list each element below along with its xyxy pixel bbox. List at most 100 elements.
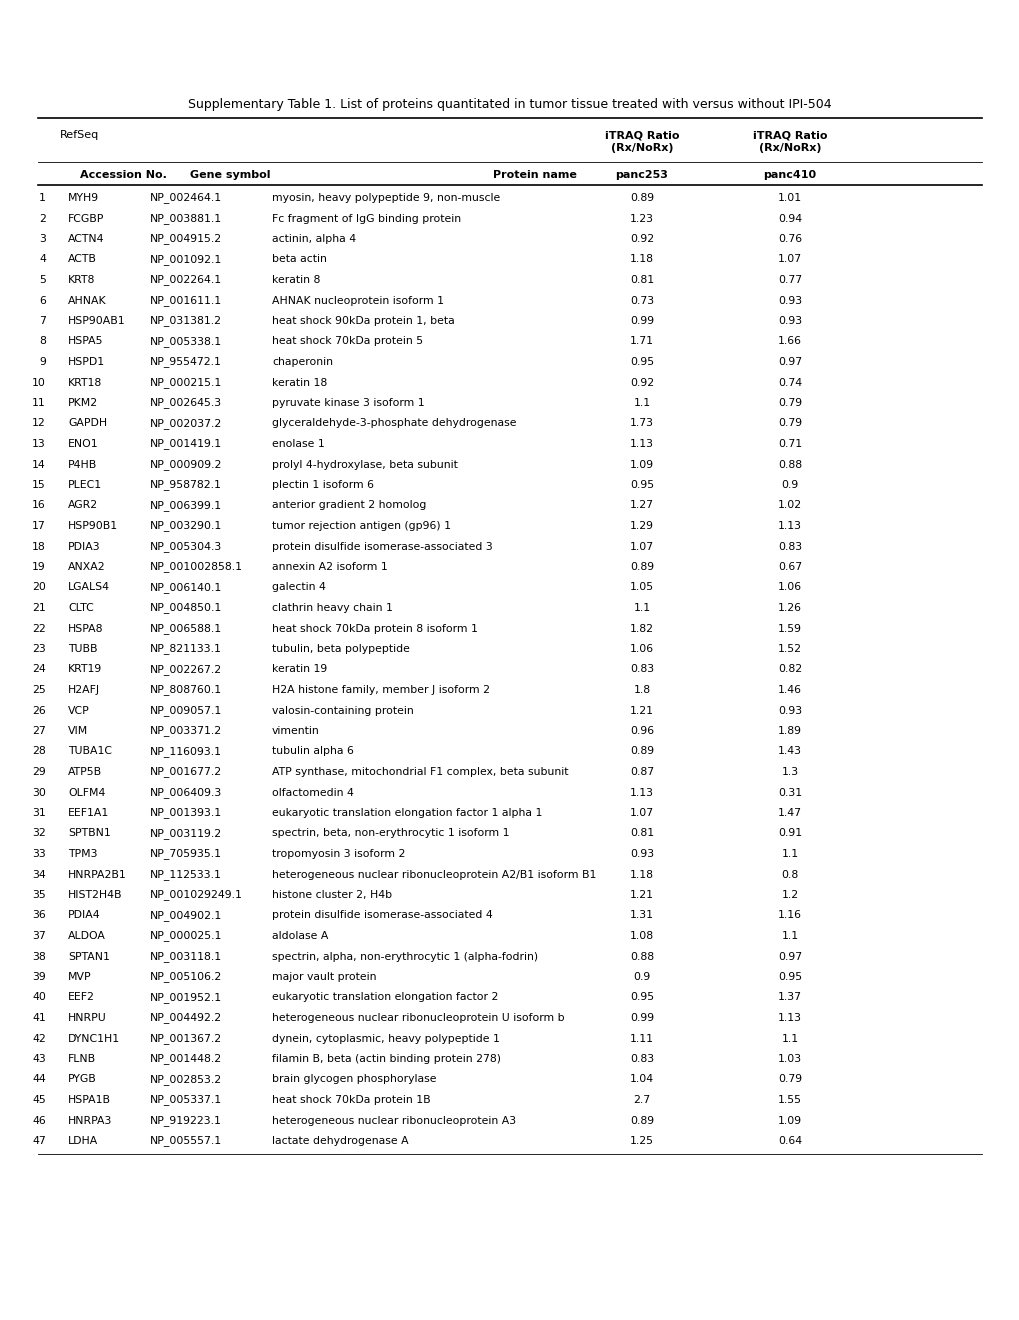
Text: NP_005106.2: NP_005106.2 (150, 972, 222, 982)
Text: galectin 4: galectin 4 (272, 582, 325, 593)
Text: NP_005304.3: NP_005304.3 (150, 541, 222, 552)
Text: 1.71: 1.71 (630, 337, 653, 346)
Text: 0.89: 0.89 (630, 747, 653, 756)
Text: 0.8: 0.8 (781, 870, 798, 879)
Text: 0.92: 0.92 (630, 234, 653, 244)
Text: 1.13: 1.13 (630, 788, 653, 797)
Text: 0.77: 0.77 (777, 275, 801, 285)
Text: 0.97: 0.97 (777, 356, 801, 367)
Text: 13: 13 (33, 440, 46, 449)
Text: panc253: panc253 (614, 170, 667, 180)
Text: NP_004915.2: NP_004915.2 (150, 234, 222, 244)
Text: tubulin alpha 6: tubulin alpha 6 (272, 747, 354, 756)
Text: 24: 24 (33, 664, 46, 675)
Text: ALDOA: ALDOA (68, 931, 106, 941)
Text: PDIA4: PDIA4 (68, 911, 101, 920)
Text: NP_000025.1: NP_000025.1 (150, 931, 222, 941)
Text: 21: 21 (33, 603, 46, 612)
Text: 1.27: 1.27 (630, 500, 653, 511)
Text: 1.11: 1.11 (630, 1034, 653, 1044)
Text: 0.9: 0.9 (633, 972, 650, 982)
Text: beta actin: beta actin (272, 255, 326, 264)
Text: 0.87: 0.87 (630, 767, 653, 777)
Text: 1.59: 1.59 (777, 623, 801, 634)
Text: 35: 35 (33, 890, 46, 900)
Text: KRT18: KRT18 (68, 378, 102, 388)
Text: HSP90B1: HSP90B1 (68, 521, 118, 531)
Text: Fc fragment of IgG binding protein: Fc fragment of IgG binding protein (272, 214, 461, 223)
Text: LDHA: LDHA (68, 1137, 98, 1146)
Text: NP_116093.1: NP_116093.1 (150, 746, 222, 756)
Text: clathrin heavy chain 1: clathrin heavy chain 1 (272, 603, 392, 612)
Text: 0.89: 0.89 (630, 562, 653, 572)
Text: heterogeneous nuclear ribonucleoprotein A2/B1 isoform B1: heterogeneous nuclear ribonucleoprotein … (272, 870, 596, 879)
Text: 1.73: 1.73 (630, 418, 653, 429)
Text: 0.81: 0.81 (630, 275, 653, 285)
Text: 0.89: 0.89 (630, 1115, 653, 1126)
Text: heat shock 70kDa protein 8 isoform 1: heat shock 70kDa protein 8 isoform 1 (272, 623, 478, 634)
Text: OLFM4: OLFM4 (68, 788, 105, 797)
Text: NP_958782.1: NP_958782.1 (150, 479, 222, 491)
Text: heat shock 70kDa protein 5: heat shock 70kDa protein 5 (272, 337, 423, 346)
Text: brain glycogen phosphorylase: brain glycogen phosphorylase (272, 1074, 436, 1085)
Text: LGALS4: LGALS4 (68, 582, 110, 593)
Text: 1.18: 1.18 (630, 255, 653, 264)
Text: histone cluster 2, H4b: histone cluster 2, H4b (272, 890, 391, 900)
Text: 0.93: 0.93 (630, 849, 653, 859)
Text: ACTB: ACTB (68, 255, 97, 264)
Text: NP_004850.1: NP_004850.1 (150, 602, 222, 614)
Text: KRT8: KRT8 (68, 275, 96, 285)
Text: tumor rejection antigen (gp96) 1: tumor rejection antigen (gp96) 1 (272, 521, 450, 531)
Text: heterogeneous nuclear ribonucleoprotein U isoform b: heterogeneous nuclear ribonucleoprotein … (272, 1012, 565, 1023)
Text: NP_006140.1: NP_006140.1 (150, 582, 222, 593)
Text: 1.21: 1.21 (630, 890, 653, 900)
Text: 1.1: 1.1 (633, 603, 650, 612)
Text: 18: 18 (33, 541, 46, 552)
Text: NP_002853.2: NP_002853.2 (150, 1074, 222, 1085)
Text: 1.89: 1.89 (777, 726, 801, 737)
Text: heat shock 70kDa protein 1B: heat shock 70kDa protein 1B (272, 1096, 430, 1105)
Text: 29: 29 (33, 767, 46, 777)
Text: PKM2: PKM2 (68, 399, 98, 408)
Text: spectrin, alpha, non-erythrocytic 1 (alpha-fodrin): spectrin, alpha, non-erythrocytic 1 (alp… (272, 952, 538, 961)
Text: chaperonin: chaperonin (272, 356, 332, 367)
Text: 28: 28 (33, 747, 46, 756)
Text: keratin 18: keratin 18 (272, 378, 327, 388)
Text: 0.79: 0.79 (777, 418, 801, 429)
Text: 27: 27 (33, 726, 46, 737)
Text: 1.82: 1.82 (630, 623, 653, 634)
Text: ANXA2: ANXA2 (68, 562, 106, 572)
Text: FCGBP: FCGBP (68, 214, 104, 223)
Text: NP_705935.1: NP_705935.1 (150, 849, 222, 859)
Text: 16: 16 (33, 500, 46, 511)
Text: NP_002264.1: NP_002264.1 (150, 275, 222, 285)
Text: 1.06: 1.06 (777, 582, 801, 593)
Text: 0.99: 0.99 (630, 315, 653, 326)
Text: 1.46: 1.46 (777, 685, 801, 696)
Text: eukaryotic translation elongation factor 2: eukaryotic translation elongation factor… (272, 993, 498, 1002)
Text: NP_031381.2: NP_031381.2 (150, 315, 222, 326)
Text: NP_919223.1: NP_919223.1 (150, 1115, 222, 1126)
Text: 33: 33 (33, 849, 46, 859)
Text: Protein name: Protein name (492, 170, 577, 180)
Text: 0.88: 0.88 (630, 952, 653, 961)
Text: 17: 17 (33, 521, 46, 531)
Text: NP_808760.1: NP_808760.1 (150, 685, 222, 696)
Text: NP_001611.1: NP_001611.1 (150, 296, 222, 306)
Text: Gene symbol: Gene symbol (190, 170, 270, 180)
Text: PYGB: PYGB (68, 1074, 97, 1085)
Text: ATP synthase, mitochondrial F1 complex, beta subunit: ATP synthase, mitochondrial F1 complex, … (272, 767, 568, 777)
Text: 0.31: 0.31 (777, 788, 801, 797)
Text: VIM: VIM (68, 726, 89, 737)
Text: 42: 42 (33, 1034, 46, 1044)
Text: glyceraldehyde-3-phosphate dehydrogenase: glyceraldehyde-3-phosphate dehydrogenase (272, 418, 516, 429)
Text: eukaryotic translation elongation factor 1 alpha 1: eukaryotic translation elongation factor… (272, 808, 542, 818)
Text: NP_005338.1: NP_005338.1 (150, 337, 222, 347)
Text: HNRPA2B1: HNRPA2B1 (68, 870, 126, 879)
Text: NP_001002858.1: NP_001002858.1 (150, 561, 243, 573)
Text: ENO1: ENO1 (68, 440, 99, 449)
Text: EEF2: EEF2 (68, 993, 95, 1002)
Text: 0.83: 0.83 (630, 664, 653, 675)
Text: 6: 6 (39, 296, 46, 305)
Text: 0.76: 0.76 (777, 234, 801, 244)
